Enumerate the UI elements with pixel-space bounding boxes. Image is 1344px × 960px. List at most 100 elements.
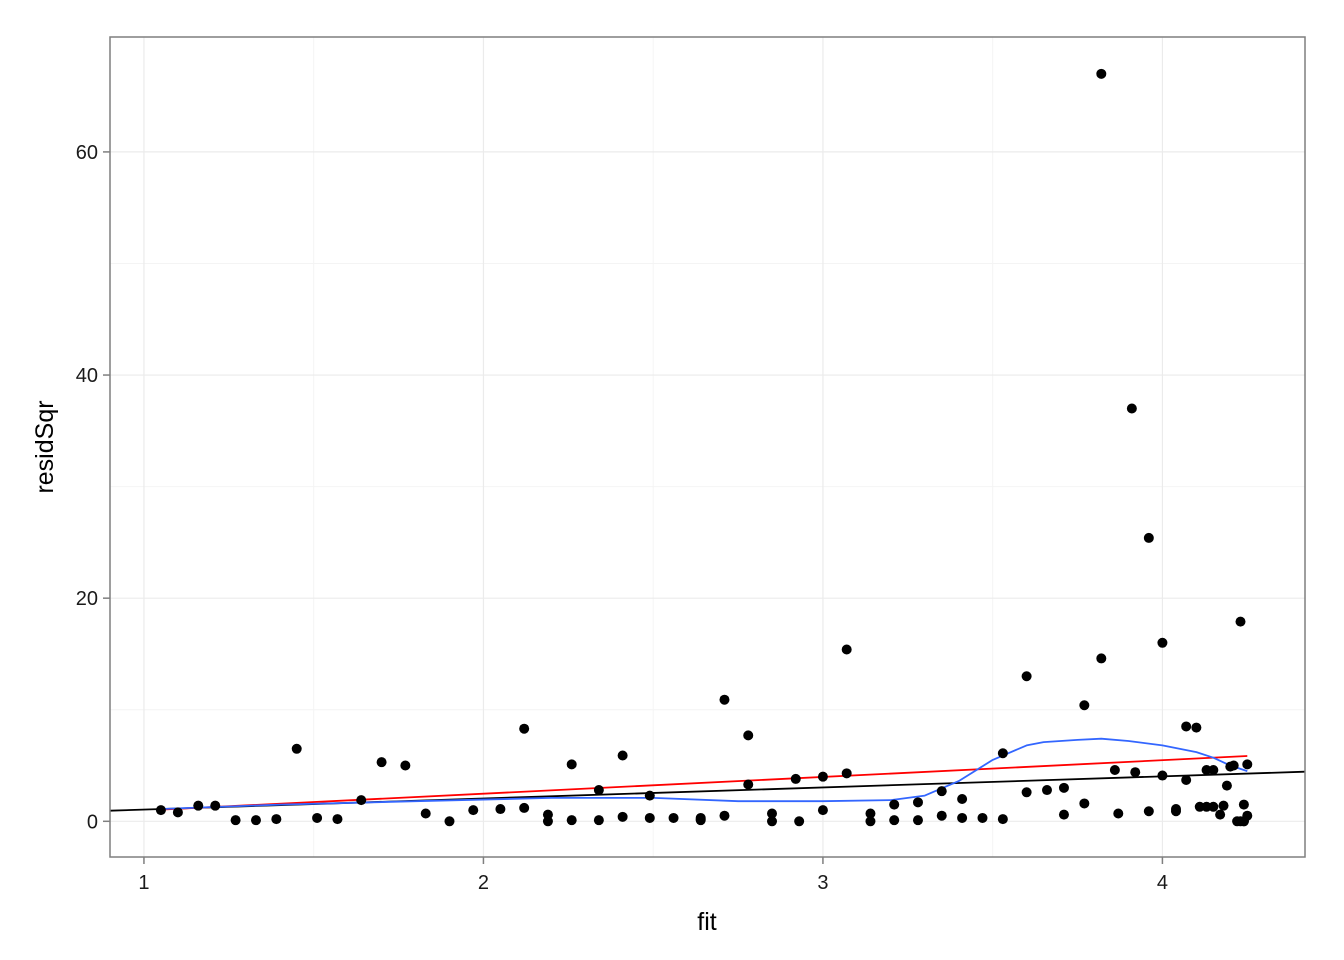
y-tick-label-0: 0 [87, 811, 98, 833]
fit-lines [109, 737, 1306, 812]
data-point-47 [889, 815, 900, 826]
data-point-51 [936, 786, 947, 797]
major-gridlines [110, 37, 1305, 857]
data-point-56 [997, 748, 1008, 759]
data-point-48 [889, 799, 900, 810]
data-point-44 [841, 644, 852, 655]
data-point-43 [841, 768, 852, 779]
data-point-85 [1215, 809, 1226, 820]
data-point-83 [1208, 801, 1219, 812]
data-point-2 [193, 800, 204, 811]
data-point-89 [1228, 760, 1239, 771]
linear-fit-line [160, 755, 1248, 811]
data-point-28 [644, 812, 655, 823]
data-point-77 [1181, 775, 1192, 786]
smooth-line [160, 737, 1248, 810]
x-tick-label-1: 2 [478, 872, 489, 894]
data-point-72 [1143, 806, 1154, 817]
data-point-21 [566, 759, 577, 770]
data-point-73 [1157, 770, 1168, 781]
data-point-60 [1041, 785, 1052, 796]
data-point-74 [1157, 637, 1168, 648]
data-point-96 [1242, 810, 1253, 821]
data-point-67 [1109, 764, 1120, 775]
data-point-18 [519, 723, 530, 734]
data-point-20 [542, 816, 553, 827]
data-point-97 [1242, 759, 1253, 770]
data-point-40 [794, 816, 805, 827]
data-point-5 [250, 815, 261, 826]
data-point-93 [1238, 799, 1249, 810]
data-point-7 [291, 743, 302, 754]
data-point-23 [593, 785, 604, 796]
data-point-92 [1235, 616, 1246, 627]
x-tick-label-0: 1 [138, 872, 149, 894]
plot-panel-border [109, 36, 1306, 858]
data-point-70 [1130, 767, 1141, 778]
minor-gridlines [110, 37, 1305, 857]
data-point-78 [1181, 721, 1192, 732]
y-tick-label-1: 20 [76, 588, 98, 610]
data-point-37 [767, 808, 778, 819]
data-point-79 [1191, 722, 1202, 733]
data-point-65 [1096, 653, 1107, 664]
data-point-9 [332, 814, 343, 825]
data-point-84 [1208, 764, 1219, 775]
data-point-35 [743, 779, 754, 790]
data-point-4 [230, 815, 241, 826]
data-point-3 [210, 800, 221, 811]
data-point-1 [172, 807, 183, 818]
data-point-27 [644, 790, 655, 801]
data-point-66 [1096, 68, 1107, 79]
data-point-64 [1079, 700, 1090, 711]
data-point-61 [1058, 782, 1069, 793]
data-point-54 [957, 812, 968, 823]
data-point-42 [817, 805, 828, 816]
data-point-39 [790, 773, 801, 784]
data-point-14 [444, 816, 455, 827]
data-point-53 [957, 793, 968, 804]
data-point-0 [155, 805, 166, 816]
data-point-58 [1021, 787, 1032, 798]
data-point-68 [1113, 808, 1124, 819]
data-point-22 [566, 815, 577, 826]
x-axis-title: fit [697, 908, 717, 936]
data-point-6 [271, 814, 282, 825]
data-point-38 [767, 816, 778, 827]
data-point-36 [743, 730, 754, 741]
data-point-33 [719, 694, 730, 705]
data-point-46 [865, 808, 876, 819]
data-point-50 [912, 815, 923, 826]
data-point-26 [617, 811, 628, 822]
plot-panel [110, 37, 1305, 857]
y-axis-ticks: 0 20 40 60 [76, 142, 110, 833]
data-point-34 [719, 810, 730, 821]
data-point-24 [593, 815, 604, 826]
data-point-86 [1218, 800, 1229, 811]
data-point-25 [617, 750, 628, 761]
data-point-57 [997, 814, 1008, 825]
data-points [155, 68, 1253, 827]
y-axis-title: residSqr [31, 400, 59, 493]
data-point-62 [1058, 809, 1069, 820]
data-point-32 [695, 814, 706, 825]
data-point-63 [1079, 798, 1090, 809]
y-tick-label-2: 40 [76, 365, 98, 387]
x-tick-label-3: 4 [1157, 872, 1168, 894]
data-point-15 [468, 805, 479, 816]
data-point-10 [356, 795, 367, 806]
data-point-11 [376, 757, 387, 768]
data-point-12 [400, 760, 411, 771]
data-point-59 [1021, 671, 1032, 682]
data-point-52 [936, 810, 947, 821]
data-point-55 [977, 812, 988, 823]
data-point-45 [865, 816, 876, 827]
data-point-69 [1126, 403, 1137, 414]
data-point-8 [312, 812, 323, 823]
x-tick-label-2: 3 [817, 872, 828, 894]
data-point-41 [817, 771, 828, 782]
x-axis-ticks: 1 2 3 4 [138, 857, 1168, 894]
data-point-16 [495, 804, 506, 815]
data-point-13 [420, 808, 431, 819]
data-point-49 [912, 797, 923, 808]
